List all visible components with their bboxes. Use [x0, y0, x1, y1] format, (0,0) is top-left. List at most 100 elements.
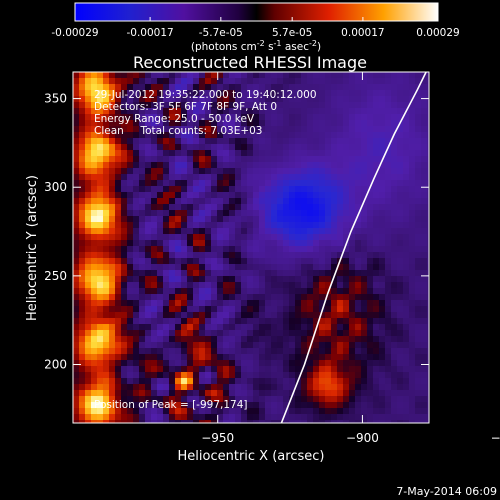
heatmap-cell [109, 324, 116, 331]
heatmap-cell [217, 360, 224, 367]
heatmap-cell [145, 378, 152, 385]
heatmap-cell [385, 258, 392, 265]
heatmap-cell [217, 366, 224, 373]
heatmap-cell [127, 156, 134, 163]
heatmap-cell [343, 144, 350, 151]
heatmap-cell [223, 114, 230, 121]
heatmap-cell [277, 360, 284, 367]
heatmap-cell [187, 216, 194, 223]
heatmap-cell [307, 330, 314, 337]
heatmap-cell [415, 420, 422, 423]
heatmap-cell [241, 210, 248, 217]
heatmap-cell [427, 384, 429, 391]
heatmap-cell [415, 270, 422, 277]
heatmap-cell [109, 216, 116, 223]
heatmap-cell [355, 126, 362, 133]
heatmap-cell [79, 228, 86, 235]
heatmap-cell [265, 390, 272, 397]
heatmap-cell [301, 246, 308, 253]
heatmap-cell [157, 96, 164, 103]
heatmap-cell [391, 198, 398, 205]
heatmap-cell [241, 246, 248, 253]
heatmap-cell [259, 186, 266, 193]
heatmap-cell [367, 372, 374, 379]
heatmap-cell [205, 102, 212, 109]
heatmap-cell [223, 408, 230, 415]
heatmap-cell [391, 234, 398, 241]
heatmap-cell [415, 138, 422, 145]
heatmap-cell [139, 156, 146, 163]
heatmap-cell [349, 186, 356, 193]
heatmap-cell [73, 300, 80, 307]
heatmap-cell [241, 276, 248, 283]
heatmap-cell [109, 132, 116, 139]
heatmap-cell [415, 294, 422, 301]
heatmap-cell [115, 378, 122, 385]
heatmap-cell [253, 246, 260, 253]
heatmap-cell [259, 264, 266, 271]
heatmap-cell [391, 366, 398, 373]
heatmap-cell [211, 336, 218, 343]
heatmap-cell [91, 174, 98, 181]
heatmap-cell [199, 306, 206, 313]
heatmap-cell [211, 318, 218, 325]
heatmap-cell [415, 288, 422, 295]
heatmap-cell [289, 348, 296, 355]
heatmap-cell [355, 240, 362, 247]
heatmap-cell [325, 354, 332, 361]
heatmap-cell [379, 198, 386, 205]
heatmap-cell [307, 168, 314, 175]
heatmap-cell [175, 402, 182, 409]
heatmap-cell [361, 414, 368, 421]
heatmap-cell [283, 264, 290, 271]
heatmap-cell [307, 402, 314, 409]
heatmap-cell [409, 306, 416, 313]
heatmap-cell [91, 246, 98, 253]
heatmap-cell [277, 192, 284, 199]
heatmap-cell [229, 384, 236, 391]
heatmap-cell [373, 108, 380, 115]
heatmap-cell [307, 354, 314, 361]
heatmap-cell [187, 162, 194, 169]
heatmap-cell [205, 108, 212, 115]
heatmap-cell [343, 402, 350, 409]
heatmap-cell [181, 90, 188, 97]
heatmap-cell [361, 402, 368, 409]
heatmap-cell [151, 138, 158, 145]
heatmap-cell [187, 156, 194, 163]
heatmap-cell [229, 192, 236, 199]
heatmap-cell [79, 300, 86, 307]
heatmap-cell [97, 156, 104, 163]
heatmap-cell [121, 198, 128, 205]
heatmap-cell [181, 342, 188, 349]
heatmap-cell [337, 144, 344, 151]
heatmap-cell [361, 384, 368, 391]
heatmap-cell [331, 420, 338, 423]
heatmap-cell [265, 180, 272, 187]
heatmap-cell [295, 414, 302, 421]
heatmap-cell [331, 282, 338, 289]
heatmap-cell [91, 78, 98, 85]
heatmap-cell [127, 408, 134, 415]
heatmap-cell [145, 390, 152, 397]
annotation-detectors: Detectors: 3F 5F 6F 7F 8F 9F, Att 0 [94, 101, 277, 113]
heatmap-cell [247, 408, 254, 415]
heatmap-cell [313, 174, 320, 181]
heatmap-cell [385, 114, 392, 121]
heatmap-cell [313, 180, 320, 187]
heatmap-cell [175, 108, 182, 115]
heatmap-cell [397, 270, 404, 277]
heatmap-cell [319, 366, 326, 373]
heatmap-cell [73, 330, 80, 337]
heatmap-cell [73, 78, 80, 85]
heatmap-cell [187, 102, 194, 109]
heatmap-cell [211, 168, 218, 175]
heatmap-cell [127, 114, 134, 121]
heatmap-cell [421, 264, 428, 271]
heatmap-cell [409, 210, 416, 217]
heatmap-cell [265, 126, 272, 133]
heatmap-cell [169, 102, 176, 109]
heatmap-cell [175, 126, 182, 133]
heatmap-cell [385, 180, 392, 187]
heatmap-cell [175, 420, 182, 423]
